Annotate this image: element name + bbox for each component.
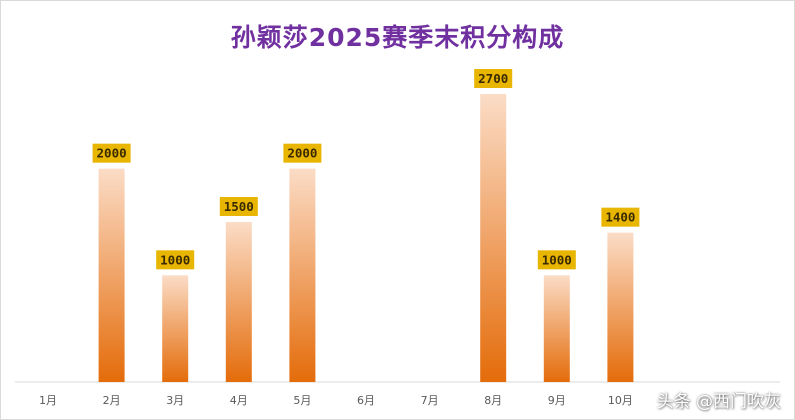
x-tick-labels-group: 1月 2月 3月 4月 5月 6月 7月 8月 9月 10月 [39, 394, 633, 407]
bar [607, 232, 634, 382]
data-labels-group: 2000 1000 1500 2000 2700 1000 1400 [92, 69, 640, 270]
data-label-box [219, 197, 258, 216]
x-tick-label: 2月 [103, 394, 121, 407]
x-tick-label: 8月 [484, 394, 502, 407]
data-label: 2000 [97, 146, 127, 161]
bar [162, 275, 189, 382]
x-tick-label: 5月 [293, 394, 311, 407]
chart-title: 孙颖莎2025赛季末积分构成 [230, 23, 565, 52]
data-label-box [601, 207, 640, 227]
bar [543, 275, 570, 382]
data-label: 2700 [478, 71, 508, 86]
data-label: 1000 [160, 252, 190, 267]
data-label: 1400 [605, 210, 635, 225]
data-label-box [92, 143, 131, 163]
x-tick-label: 7月 [421, 394, 439, 407]
x-tick-label: 3月 [166, 394, 184, 407]
data-label: 1500 [224, 199, 254, 214]
data-label-box [283, 143, 322, 163]
data-label: 1000 [542, 252, 572, 267]
bar [98, 168, 125, 382]
x-tick-label: 1月 [39, 394, 57, 407]
x-tick-label: 4月 [230, 394, 248, 407]
bar [480, 94, 507, 382]
bar [225, 222, 252, 382]
data-label-box [537, 250, 576, 270]
data-label: 2000 [287, 146, 317, 161]
data-label-box [156, 250, 195, 270]
bar [289, 168, 316, 382]
x-tick-label: 10月 [608, 394, 633, 407]
bars-group [98, 94, 634, 382]
x-tick-label: 9月 [548, 394, 566, 407]
watermark: 头条 @西门吹灰 [656, 392, 781, 412]
x-tick-label: 6月 [357, 394, 375, 407]
data-label-box [474, 69, 513, 88]
